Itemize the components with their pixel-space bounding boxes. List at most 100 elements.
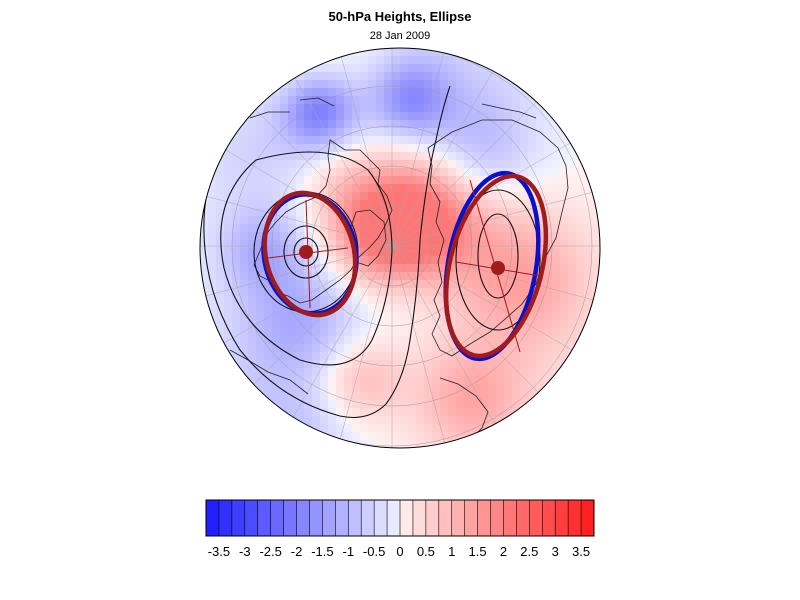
shade-cell: [536, 288, 545, 297]
shade-cell: [528, 128, 537, 137]
shade-cell: [320, 256, 329, 265]
shade-cell: [328, 320, 337, 329]
shade-cell: [400, 144, 409, 153]
shade-cell: [392, 424, 401, 433]
shade-cell: [496, 200, 505, 209]
shade-cell: [384, 160, 393, 169]
shade-cell: [376, 296, 385, 305]
shade-cell: [448, 416, 457, 425]
shade-cell: [376, 424, 385, 433]
shade-cell: [432, 440, 441, 448]
shade-cell: [280, 88, 289, 97]
shade-cell: [272, 88, 281, 97]
shade-cell: [360, 216, 369, 225]
shade-cell: [320, 264, 329, 273]
shade-cell: [472, 144, 481, 153]
shade-cell: [384, 216, 393, 225]
shade-cell: [432, 56, 441, 65]
shade-cell: [216, 248, 225, 257]
shade-cell: [400, 312, 409, 321]
shade-cell: [376, 376, 385, 385]
shade-cell: [560, 352, 569, 361]
shade-cell: [448, 336, 457, 345]
shade-cell: [336, 96, 345, 105]
shade-cell: [272, 304, 281, 313]
shade-cell: [528, 328, 537, 337]
shade-cell: [296, 296, 305, 305]
shade-cell: [288, 160, 297, 169]
shade-cell: [424, 392, 433, 401]
shade-cell: [360, 96, 369, 105]
shade-cell: [544, 160, 553, 169]
shade-cell: [456, 384, 465, 393]
shade-cell: [504, 280, 513, 289]
shade-cell: [544, 112, 553, 121]
shade-cell: [496, 256, 505, 265]
shade-cell: [408, 200, 417, 209]
shade-cell: [392, 208, 401, 217]
shade-cell: [312, 96, 321, 105]
shade-cell: [320, 352, 329, 361]
shade-cell: [440, 168, 449, 177]
shade-cell: [480, 400, 489, 409]
shade-cell: [504, 328, 513, 337]
shade-cell: [416, 392, 425, 401]
shade-cell: [392, 392, 401, 401]
shade-cell: [256, 384, 265, 393]
shade-cell: [408, 288, 417, 297]
shade-cell: [328, 424, 337, 433]
shade-cell: [368, 216, 377, 225]
shade-cell: [480, 128, 489, 137]
shade-cell: [512, 120, 521, 129]
shade-cell: [304, 104, 313, 113]
shade-cell: [408, 88, 417, 97]
shade-cell: [488, 368, 497, 377]
shade-cell: [408, 408, 417, 417]
shade-cell: [568, 336, 577, 345]
shade-cell: [424, 168, 433, 177]
shade-cell: [536, 120, 545, 129]
shade-cell: [384, 352, 393, 361]
shade-cell: [424, 96, 433, 105]
shade-cell: [408, 336, 417, 345]
shade-cell: [264, 160, 273, 169]
shade-cell: [544, 192, 553, 201]
shade-cell: [296, 408, 305, 417]
shade-cell: [408, 184, 417, 193]
shade-cell: [416, 256, 425, 265]
shade-cell: [464, 232, 473, 241]
shade-cell: [304, 280, 313, 289]
shade-cell: [368, 128, 377, 137]
shade-cell: [464, 96, 473, 105]
shade-cell: [480, 208, 489, 217]
shade-cell: [328, 112, 337, 121]
shade-cell: [368, 368, 377, 377]
shade-cell: [280, 256, 289, 265]
shade-cell: [568, 208, 577, 217]
shade-cell: [480, 296, 489, 305]
shade-cell: [432, 144, 441, 153]
shade-cell: [344, 328, 353, 337]
colorbar-cells: [206, 500, 595, 536]
shade-cell: [304, 216, 313, 225]
shade-cell: [368, 104, 377, 113]
shade-cell: [224, 256, 233, 265]
shade-cell: [408, 232, 417, 241]
shade-cell: [208, 288, 217, 297]
colorbar-tick-label: -1.5: [311, 544, 333, 559]
shade-cell: [536, 224, 545, 233]
shade-cell: [552, 200, 561, 209]
shade-cell: [256, 264, 265, 273]
shade-cell: [216, 304, 225, 313]
shade-cell: [288, 368, 297, 377]
shade-cell: [424, 336, 433, 345]
shade-cell: [392, 416, 401, 425]
shade-cell: [224, 320, 233, 329]
shade-cell: [384, 56, 393, 65]
shade-cell: [536, 368, 545, 377]
shade-cell: [496, 72, 505, 81]
shade-cell: [464, 80, 473, 89]
shade-cell: [208, 200, 217, 209]
shade-cell: [440, 320, 449, 329]
shade-cell: [344, 80, 353, 89]
